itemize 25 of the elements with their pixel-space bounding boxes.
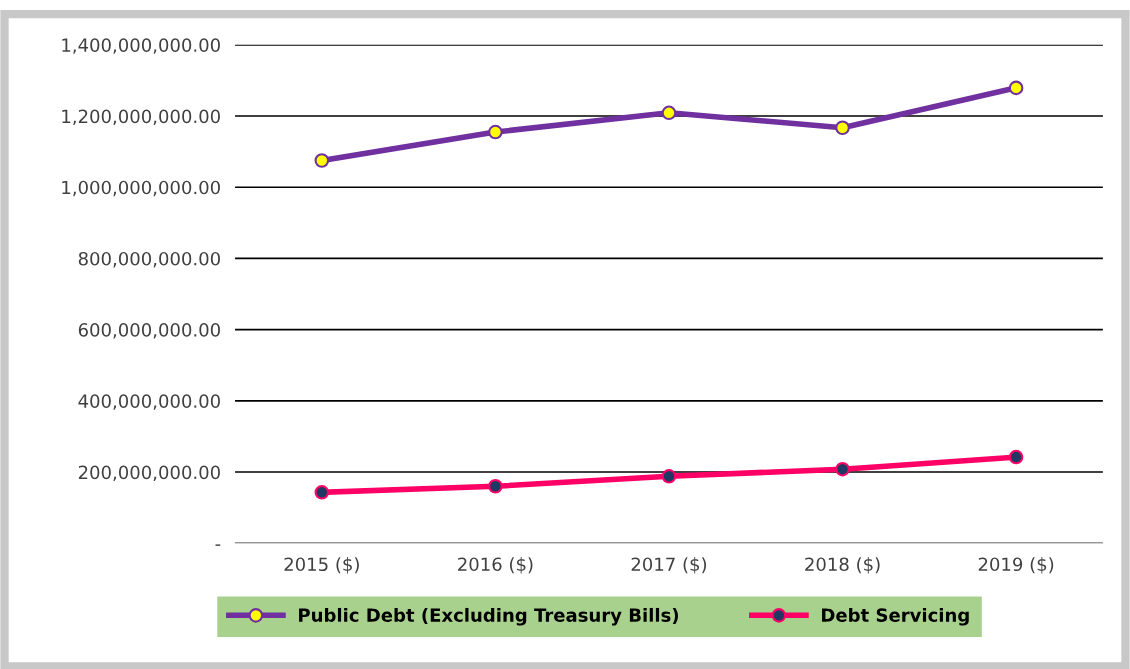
- x-tick-label: 2019 ($): [978, 557, 1054, 574]
- y-tick-label: 200,000,000.00: [78, 465, 220, 481]
- x-tick-label: 2018 ($): [805, 557, 880, 574]
- point: [835, 120, 850, 136]
- x-tick-label: 2017 ($): [631, 557, 707, 574]
- y-tick-label: -: [215, 544, 221, 546]
- y-tick-label: 800,000,000.00: [78, 251, 220, 268]
- point: [1008, 80, 1024, 96]
- y-tick-label: 1,400,000,000.00: [62, 38, 220, 54]
- point: [488, 124, 503, 140]
- point: [661, 469, 677, 484]
- y-tick-label: 400,000,000.00: [78, 394, 220, 410]
- x-tick-label: 2016 ($): [458, 557, 533, 574]
- point: [661, 105, 677, 121]
- legend-label: Debt Servicing: [822, 607, 969, 626]
- y-tick-label: 1,200,000,000.00: [62, 109, 220, 125]
- point: [314, 485, 330, 500]
- legend-label: Public Debt (Excluding Treasury Bills): [299, 607, 679, 626]
- y-tick-label: 1,000,000,000.00: [62, 180, 220, 197]
- y-tick-label: 600,000,000.00: [78, 323, 220, 339]
- point: [488, 478, 503, 494]
- point: [835, 461, 850, 477]
- point: [314, 153, 330, 168]
- point: [1008, 449, 1024, 465]
- x-tick-label: 2015 ($): [284, 557, 359, 574]
